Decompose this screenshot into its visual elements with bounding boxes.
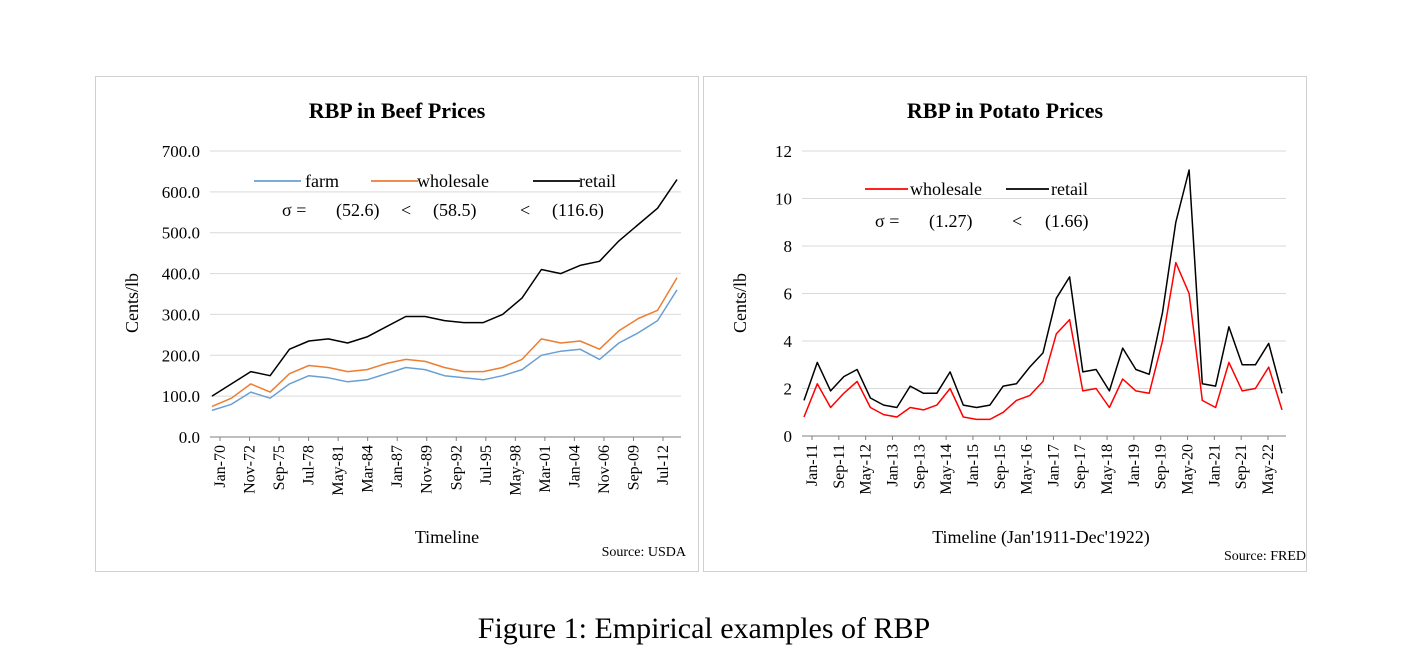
- potato-x-tick-label: Sep-17: [1072, 444, 1089, 489]
- potato-x-tick-label: Sep-19: [1153, 444, 1170, 489]
- beef-x-tick-label: Jan-04: [566, 445, 583, 488]
- potato-x-tick-label: Sep-11: [831, 444, 848, 489]
- legend-farm-label: farm: [305, 171, 339, 191]
- beef-y-tick-label: 100.0: [162, 387, 200, 406]
- beef-y-tick-label: 0.0: [179, 428, 200, 447]
- potato-y-tick-label: 12: [775, 142, 792, 161]
- beef-source-note: Source: USDA: [602, 545, 687, 560]
- potato-chart-panel: 0 2 4 6 8 10 12 Jan-11 Sep-11 May-12 Jan-13 Sep-13…: [703, 76, 1307, 572]
- beef-sigma-retail: (116.6): [552, 200, 604, 221]
- beef-x-tick-label: May-81: [330, 445, 347, 496]
- potato-x-tick-label: Sep-21: [1233, 444, 1250, 489]
- beef-y-axis-label: Cents/lb: [122, 273, 142, 333]
- beef-y-tick-label: 700.0: [162, 142, 200, 161]
- beef-y-tick-label: 600.0: [162, 183, 200, 202]
- figure-caption: Figure 1: Empirical examples of RBP: [477, 612, 931, 645]
- potato-sigma-label: σ =: [875, 211, 899, 231]
- potato-y-tick-label: 6: [784, 285, 793, 304]
- legend-wholesale-label: wholesale: [417, 171, 489, 191]
- potato-x-tick-label: Sep-13: [911, 444, 928, 489]
- beef-y-tick-label: 500.0: [162, 224, 200, 243]
- beef-series-line-retail: [211, 179, 678, 397]
- beef-x-tick-label: Jul-95: [478, 445, 495, 485]
- beef-sigma-wholesale: (58.5): [433, 200, 477, 221]
- beef-sigma-lt-1: <: [401, 200, 411, 220]
- potato-sigma-retail: (1.66): [1045, 211, 1089, 232]
- potato-y-tick-label: 2: [784, 380, 793, 399]
- potato-chart-title: RBP in Potato Prices: [907, 98, 1104, 123]
- potato-y-axis-label: Cents/lb: [730, 273, 750, 333]
- potato-x-axis-label: Timeline (Jan'1911-Dec'1922): [932, 527, 1150, 548]
- legend-retail-label: retail: [1051, 179, 1088, 199]
- beef-y-tick-label: 400.0: [162, 265, 200, 284]
- potato-x-tick-label: May-18: [1099, 444, 1116, 495]
- potato-x-tick-label: Sep-15: [992, 444, 1009, 489]
- potato-x-tick-label: Jan-13: [884, 444, 901, 487]
- beef-x-tick-label: May-98: [507, 445, 524, 496]
- potato-x-tick-label: Jan-11: [804, 444, 821, 486]
- potato-x-tick-label: May-12: [858, 444, 875, 495]
- beef-x-tick-label: Jul-78: [301, 445, 318, 485]
- beef-x-tick-label: Mar-01: [537, 445, 554, 493]
- potato-x-tick-label: Jan-17: [1045, 444, 1062, 487]
- beef-y-tick-label: 200.0: [162, 346, 200, 365]
- beef-x-tick-label: Jan-70: [212, 445, 229, 488]
- beef-sigma-farm: (52.6): [336, 200, 380, 221]
- beef-y-tick-label: 300.0: [162, 305, 200, 324]
- beef-x-tick-label: Jan-87: [389, 445, 406, 488]
- beef-x-tick-label: Nov-72: [242, 445, 259, 494]
- beef-x-axis-label: Timeline: [415, 527, 479, 547]
- beef-x-tick-label: Nov-06: [596, 445, 613, 494]
- potato-x-tick-label: May-16: [1019, 444, 1036, 495]
- beef-x-tick-label: Mar-84: [360, 445, 377, 493]
- potato-y-tick-label: 0: [784, 427, 793, 446]
- potato-y-tick-label: 8: [784, 237, 793, 256]
- beef-chart-panel: 0.0 100.0 200.0 300.0 400.0 500.0 600.0 700.0 J…: [95, 76, 699, 572]
- potato-sigma-lt: <: [1012, 211, 1022, 231]
- beef-x-tick-label: Jul-12: [655, 445, 672, 485]
- potato-y-tick-label: 4: [784, 332, 793, 351]
- potato-x-tick-label: May-20: [1180, 444, 1197, 495]
- beef-sigma-lt-2: <: [520, 200, 530, 220]
- potato-series-line-retail: [803, 169, 1283, 409]
- potato-x-tick-label: Jan-15: [965, 444, 982, 487]
- beef-chart-title: RBP in Beef Prices: [309, 98, 486, 123]
- beef-series-line-farm: [211, 289, 678, 412]
- potato-x-tick-label: May-14: [938, 444, 955, 495]
- potato-x-tick-label: Jan-19: [1126, 444, 1143, 487]
- potato-series-line-wholesale: [803, 261, 1283, 421]
- potato-sigma-wholesale: (1.27): [929, 211, 973, 232]
- potato-chart: 0 2 4 6 8 10 12 Jan-11 Sep-11 May-12 Jan-13 Sep-13…: [730, 98, 1306, 564]
- beef-series-line-wholesale: [211, 277, 678, 408]
- beef-x-tick-label: Sep-09: [625, 445, 642, 490]
- potato-x-tick-label: May-22: [1260, 444, 1277, 495]
- potato-source-note: Source: FRED: [1224, 549, 1306, 564]
- beef-x-tick-label: Sep-92: [448, 445, 465, 490]
- potato-x-tick-label: Jan-21: [1206, 444, 1223, 487]
- legend-wholesale-label: wholesale: [910, 179, 982, 199]
- beef-sigma-label: σ =: [282, 200, 306, 220]
- beef-chart: 0.0 100.0 200.0 300.0 400.0 500.0 600.0 700.0 J…: [122, 98, 687, 560]
- beef-x-tick-label: Sep-75: [271, 445, 288, 490]
- potato-y-tick-label: 10: [775, 190, 792, 209]
- legend-retail-label: retail: [579, 171, 616, 191]
- beef-x-tick-label: Nov-89: [419, 445, 436, 494]
